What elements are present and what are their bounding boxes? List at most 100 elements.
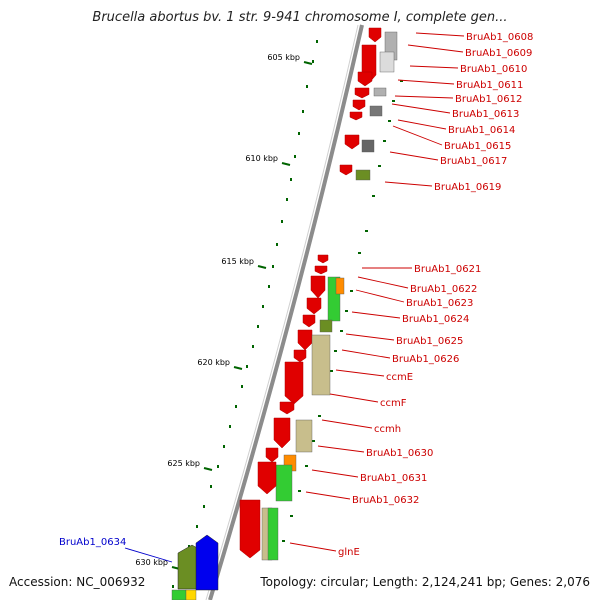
gene-label: BruAb1_0608 (466, 32, 533, 43)
gene-label: BruAb1_0626 (392, 354, 459, 365)
label-leader (341, 349, 391, 359)
gene-label: BruAb1_0610 (460, 64, 527, 75)
inner-dot (372, 195, 375, 197)
inner-dot (305, 465, 308, 467)
tick-mark (203, 467, 213, 471)
label-leader (409, 65, 459, 69)
label-leader (351, 311, 401, 319)
label-leader (329, 393, 379, 403)
inner-dot (345, 310, 348, 312)
gene-arrow (314, 265, 328, 275)
scale-dot (217, 465, 219, 468)
gene-block (355, 169, 371, 181)
gene-arrow (368, 27, 382, 43)
tick-mark (257, 265, 267, 269)
gene-label: ccmh (374, 424, 401, 435)
scale-dot (276, 243, 278, 246)
gene-arrow (239, 499, 261, 559)
scale-dot (203, 505, 205, 508)
scale-dot (294, 155, 296, 158)
tick-label: 615 kbp (221, 257, 254, 266)
gene-label: BruAb1_0623 (406, 298, 473, 309)
map-title: Brucella abortus bv. 1 str. 9-941 chromo… (92, 10, 508, 25)
gene-label: BruAb1_0612 (455, 94, 522, 105)
label-leader (384, 181, 433, 187)
gene-label: BruAb1_0619 (434, 182, 501, 193)
scale-dot (286, 198, 288, 201)
scale-dot (302, 110, 304, 113)
gene-arrow (195, 534, 219, 591)
gene-arrow (293, 349, 307, 363)
gene-block (171, 589, 187, 600)
scale-dot (223, 445, 225, 448)
gene-label: BruAb1_0611 (456, 80, 523, 91)
accession-text: Accession: NC_006932 (9, 575, 146, 589)
tick-mark (281, 162, 291, 166)
gene-label: BruAb1_0625 (396, 336, 463, 347)
gene-label: BruAb1_0624 (402, 314, 469, 325)
scale-dot (257, 325, 259, 328)
gene-label: BruAb1_0634 (59, 537, 126, 548)
gene-arrow (349, 111, 363, 121)
gene-arrow (357, 71, 373, 87)
inner-dot (378, 165, 381, 167)
inner-dot (392, 100, 395, 102)
inner-dot (388, 120, 391, 122)
gene-label: BruAb1_0614 (448, 125, 515, 136)
label-leader (397, 119, 447, 130)
tick-mark (233, 366, 243, 370)
gene-label: glnE (338, 547, 360, 558)
inner-dot (290, 515, 293, 517)
gene-label: BruAb1_0631 (360, 473, 427, 484)
tick-mark (303, 61, 313, 65)
chromosome-backbone (208, 24, 364, 600)
label-leader (321, 419, 373, 429)
inner-dot (365, 230, 368, 232)
scale-dot (172, 585, 174, 588)
gene-block (319, 319, 333, 333)
gene-label: BruAb1_0613 (452, 109, 519, 120)
inner-dot (358, 252, 361, 254)
inner-dot (350, 290, 353, 292)
gene-block (373, 87, 387, 97)
scale-dot (252, 345, 254, 348)
gene-arrow (344, 134, 360, 150)
scale-dot (246, 365, 248, 368)
gene-arrow (317, 254, 329, 264)
scale-dot (268, 285, 270, 288)
gene-arrow (354, 87, 370, 99)
label-leader (317, 445, 365, 453)
scale-dot (210, 485, 212, 488)
gene-label: BruAb1_0622 (410, 284, 477, 295)
gene-arrow (257, 461, 277, 495)
gene-arrow (302, 314, 316, 328)
scale-dot (306, 85, 308, 88)
scale-dot (229, 425, 231, 428)
gene-arrow (297, 329, 313, 351)
gene-arrow (273, 417, 291, 449)
scale-dot (298, 132, 300, 135)
label-leader (289, 542, 337, 552)
gene-arrow (306, 297, 322, 315)
label-leader (392, 125, 443, 146)
tick-label: 620 kbp (197, 358, 230, 367)
gene-label: BruAb1_0632 (352, 495, 419, 506)
inner-dot (340, 330, 343, 332)
scale-dot (235, 405, 237, 408)
gene-label: BruAb1_0630 (366, 448, 433, 459)
inner-dot (318, 415, 321, 417)
label-leader (124, 547, 173, 563)
label-leader (391, 103, 451, 114)
gene-label: BruAb1_0617 (440, 156, 507, 167)
topology-text: Topology: circular; Length: 2,124,241 bp… (260, 575, 590, 589)
gene-label: BruAb1_0621 (414, 264, 481, 275)
inner-dot (298, 490, 301, 492)
label-leader (397, 79, 455, 85)
scale-dot (316, 40, 318, 43)
gene-arrow (310, 275, 326, 299)
label-leader (407, 44, 464, 53)
gene-block (369, 105, 383, 117)
gene-block (379, 51, 395, 73)
scale-dot (281, 220, 283, 223)
